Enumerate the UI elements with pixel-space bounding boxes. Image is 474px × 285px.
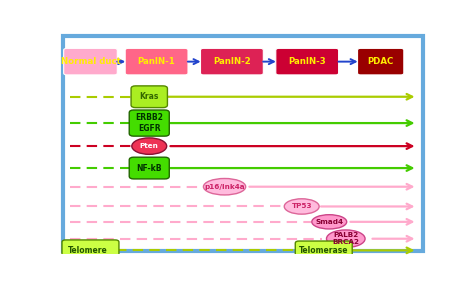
- Ellipse shape: [132, 138, 167, 154]
- Text: PanIN-2: PanIN-2: [213, 57, 251, 66]
- Ellipse shape: [284, 199, 319, 214]
- Text: PanIN-3: PanIN-3: [288, 57, 326, 66]
- FancyBboxPatch shape: [64, 48, 117, 75]
- FancyBboxPatch shape: [125, 48, 188, 75]
- Text: Telomerase: Telomerase: [299, 246, 348, 255]
- Text: TP53: TP53: [292, 203, 312, 209]
- FancyBboxPatch shape: [295, 241, 352, 260]
- Text: Smad4: Smad4: [315, 219, 343, 225]
- FancyBboxPatch shape: [357, 48, 404, 75]
- Ellipse shape: [203, 178, 246, 195]
- Text: PDAC: PDAC: [367, 57, 394, 66]
- Text: Telomere: Telomere: [68, 246, 108, 255]
- FancyBboxPatch shape: [129, 157, 169, 179]
- Text: PALB2
BRCA2: PALB2 BRCA2: [332, 232, 359, 245]
- FancyBboxPatch shape: [276, 48, 338, 75]
- Text: PanIN-1: PanIN-1: [138, 57, 175, 66]
- FancyBboxPatch shape: [131, 86, 167, 108]
- Ellipse shape: [312, 215, 346, 229]
- Text: ERBB2
EGFR: ERBB2 EGFR: [135, 113, 163, 133]
- FancyBboxPatch shape: [129, 110, 169, 136]
- Text: Kras: Kras: [139, 92, 159, 101]
- Text: p16/Ink4a: p16/Ink4a: [204, 184, 245, 190]
- FancyBboxPatch shape: [201, 48, 264, 75]
- Text: NF-kB: NF-kB: [137, 164, 162, 172]
- Ellipse shape: [327, 230, 365, 247]
- Text: Pten: Pten: [140, 143, 159, 149]
- FancyBboxPatch shape: [62, 240, 119, 261]
- Text: Normal duct: Normal duct: [61, 57, 120, 66]
